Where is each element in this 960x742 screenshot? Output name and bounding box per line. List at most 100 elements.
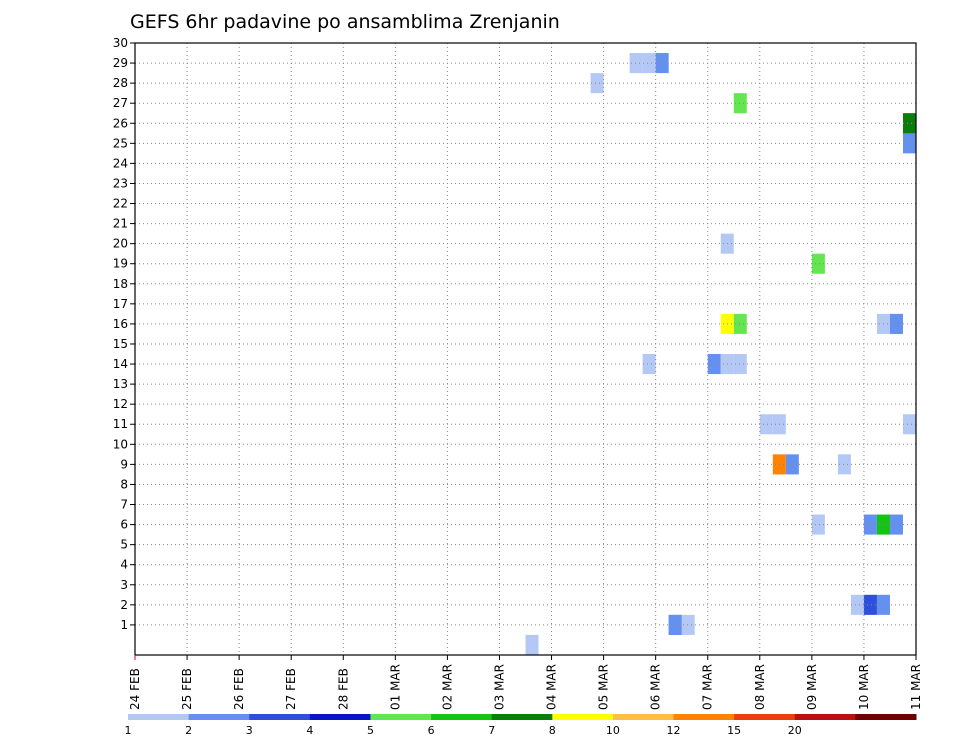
y-tick-label: 4 xyxy=(120,558,128,572)
legend-swatch xyxy=(188,714,250,720)
legend-swatch xyxy=(249,714,311,720)
x-tick-label: 06 MAR xyxy=(649,664,663,710)
precip-cell xyxy=(733,93,747,114)
y-tick-label: 15 xyxy=(113,337,128,351)
legend-label: 15 xyxy=(727,724,741,737)
y-tick-label: 23 xyxy=(113,176,128,190)
legend-label: 6 xyxy=(428,724,435,737)
y-tick-label: 19 xyxy=(113,257,128,271)
legend-label: 7 xyxy=(488,724,495,737)
y-tick-label: 30 xyxy=(113,36,128,50)
legend-swatch xyxy=(734,714,796,720)
precip-cell xyxy=(889,514,903,535)
x-tick-label: 11 MAR xyxy=(909,664,923,710)
precip-cell xyxy=(889,313,903,334)
y-tick-label: 9 xyxy=(120,457,128,471)
legend-label: 5 xyxy=(367,724,374,737)
x-tick-label: 25 FEB xyxy=(180,668,194,710)
precip-cell xyxy=(759,414,773,435)
precip-cell xyxy=(642,354,656,375)
precip-cell xyxy=(837,454,851,475)
plot-frame xyxy=(134,42,917,656)
y-tick-label: 6 xyxy=(120,518,128,532)
legend-label: 8 xyxy=(549,724,556,737)
y-tick-label: 5 xyxy=(120,538,128,552)
precip-cell xyxy=(902,113,916,134)
grid-layer xyxy=(135,43,916,655)
legend-label: 3 xyxy=(246,724,253,737)
legend-label: 2 xyxy=(185,724,192,737)
legend-swatch xyxy=(370,714,432,720)
precip-cell xyxy=(811,253,825,274)
y-tick-label: 26 xyxy=(113,116,128,130)
cells-layer xyxy=(525,53,916,655)
x-tick-label: 04 MAR xyxy=(545,664,559,710)
x-tick-label: 08 MAR xyxy=(753,664,767,710)
y-tick-label: 1 xyxy=(120,618,128,632)
legend-label: 10 xyxy=(606,724,620,737)
x-tick-label: 26 FEB xyxy=(232,668,246,710)
precip-cell xyxy=(850,594,864,615)
x-tick-label: 05 MAR xyxy=(597,664,611,710)
precip-cell xyxy=(525,634,539,655)
legend-layer: 1 2 3 4 5 6 7 8 10 12 15 20 xyxy=(125,714,917,737)
precip-cell xyxy=(811,514,825,535)
y-tick-label: 22 xyxy=(113,197,128,211)
precip-cell xyxy=(642,53,656,74)
precip-cell xyxy=(655,53,669,74)
precip-cell xyxy=(785,454,799,475)
x-tick-label: 03 MAR xyxy=(492,664,506,710)
precip-cell xyxy=(863,514,877,535)
legend-swatch xyxy=(128,714,190,720)
y-tick-label: 21 xyxy=(113,217,128,231)
y-tick-label: 24 xyxy=(113,156,128,170)
legend-swatch xyxy=(309,714,371,720)
legend-swatch xyxy=(491,714,553,720)
y-tick-label: 28 xyxy=(113,76,128,90)
legend-label: 20 xyxy=(788,724,802,737)
x-tick-label: 07 MAR xyxy=(701,664,715,710)
precip-cell xyxy=(707,354,721,375)
x-tick-label: 09 MAR xyxy=(805,664,819,710)
axis-layer: 1234567891011121314151617181920212223242… xyxy=(113,36,923,710)
precip-cell xyxy=(590,73,604,94)
legend-swatch xyxy=(673,714,735,720)
precip-cell xyxy=(902,133,916,154)
legend-swatch xyxy=(552,714,614,720)
y-tick-label: 14 xyxy=(113,357,128,371)
y-tick-label: 27 xyxy=(113,96,128,110)
precip-cell xyxy=(681,614,695,635)
x-tick-label: 27 FEB xyxy=(284,668,298,710)
y-tick-label: 7 xyxy=(120,498,128,512)
legend-swatch xyxy=(612,714,675,720)
y-tick-label: 3 xyxy=(120,578,128,592)
precip-cell xyxy=(733,354,747,375)
y-tick-label: 12 xyxy=(113,397,128,411)
y-tick-label: 20 xyxy=(113,237,128,251)
legend-label: 4 xyxy=(306,724,313,737)
legend-label: 1 xyxy=(125,724,132,737)
y-tick-label: 17 xyxy=(113,297,128,311)
legend-label: 12 xyxy=(667,724,681,737)
y-tick-label: 10 xyxy=(113,437,128,451)
precip-cell xyxy=(902,414,916,435)
chart-title: GEFS 6hr padavine po ansamblima Zrenjani… xyxy=(130,11,560,33)
legend-swatch xyxy=(431,714,493,720)
y-tick-label: 16 xyxy=(113,317,128,331)
y-tick-label: 8 xyxy=(120,477,128,491)
y-tick-label: 29 xyxy=(113,56,128,70)
y-tick-label: 18 xyxy=(113,277,128,291)
precip-cell xyxy=(863,594,877,615)
y-tick-label: 13 xyxy=(113,377,128,391)
legend-swatch xyxy=(855,714,917,720)
x-tick-label: 02 MAR xyxy=(440,664,454,710)
x-tick-label: 24 FEB xyxy=(128,668,142,710)
x-tick-label: 01 MAR xyxy=(388,664,402,710)
precip-cell xyxy=(733,313,747,334)
y-tick-label: 11 xyxy=(113,417,128,431)
precip-cell xyxy=(629,53,643,74)
legend-swatch xyxy=(794,714,856,720)
x-tick-label: 28 FEB xyxy=(336,668,350,710)
x-tick-label: 10 MAR xyxy=(857,664,871,710)
